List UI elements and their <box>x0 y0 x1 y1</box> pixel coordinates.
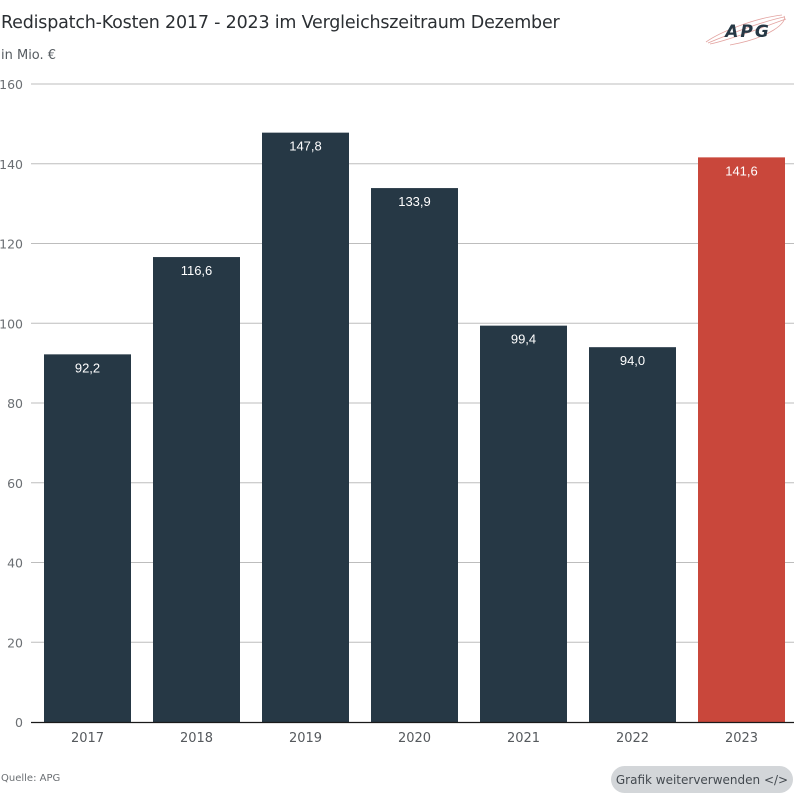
apg-logo: APG <box>705 14 787 46</box>
data-label-2018: 116,6 <box>181 263 213 278</box>
x-tick-label-2018: 2018 <box>180 731 213 746</box>
x-tick-label-2019: 2019 <box>289 731 322 746</box>
data-labels: 92,2 116,6 147,8 133,9 99,4 94,0 141,6 <box>75 139 758 376</box>
x-tick-label-2022: 2022 <box>616 731 649 746</box>
bar-2018 <box>153 257 240 722</box>
y-tick-label: 80 <box>7 396 23 411</box>
bar-2019 <box>262 132 349 722</box>
y-tick-label: 140 <box>0 157 23 172</box>
y-tick-label: 160 <box>0 77 23 92</box>
x-tick-label-2021: 2021 <box>507 731 540 746</box>
source-note: Quelle: APG <box>1 773 61 784</box>
data-label-2023: 141,6 <box>725 163 758 178</box>
bar-2020 <box>371 188 458 723</box>
chart-subtitle: in Mio. € <box>1 48 57 63</box>
y-tick-label: 0 <box>15 715 23 730</box>
y-tick-label: 20 <box>7 635 23 650</box>
logo-swoosh-icon <box>705 14 787 46</box>
y-axis-ticks: 0 20 40 60 80 100 120 140 160 <box>0 77 23 730</box>
y-tick-label: 120 <box>0 237 23 252</box>
x-tick-label-2023: 2023 <box>725 731 758 746</box>
bars <box>44 132 785 723</box>
y-tick-label: 100 <box>0 316 23 331</box>
bar-2021 <box>480 325 567 722</box>
data-label-2022: 94,0 <box>620 353 645 368</box>
bar-2017 <box>44 354 131 722</box>
chart-title: Redispatch-Kosten 2017 - 2023 im Verglei… <box>1 13 560 33</box>
data-label-2020: 133,9 <box>398 194 431 209</box>
x-axis-labels: 2017 2018 2019 2020 2021 2022 2023 <box>71 731 758 746</box>
bar-2023 <box>698 157 785 722</box>
y-tick-label: 40 <box>7 556 23 571</box>
x-tick-label-2017: 2017 <box>71 731 104 746</box>
data-label-2019: 147,8 <box>289 139 322 154</box>
y-tick-label: 60 <box>7 476 23 491</box>
data-label-2021: 99,4 <box>511 332 536 347</box>
x-tick-label-2020: 2020 <box>398 731 431 746</box>
bar-2022 <box>589 347 676 722</box>
logo-text: APG <box>723 22 771 42</box>
data-label-2017: 92,2 <box>75 360 100 375</box>
reuse-graphic-button[interactable]: Grafik weiterverwenden </> <box>611 766 793 793</box>
